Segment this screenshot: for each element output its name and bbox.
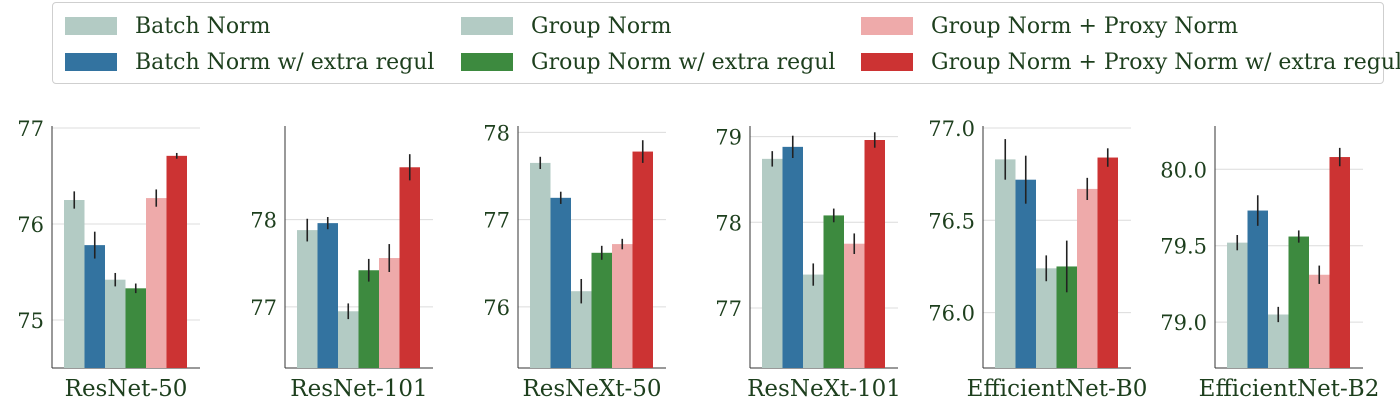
legend-swatch bbox=[461, 53, 513, 71]
legend-swatch bbox=[861, 17, 913, 35]
bar bbox=[1077, 188, 1098, 368]
legend-item-group-norm-proxy-norm-extra-regul: Group Norm + Proxy Norm w/ extra regul bbox=[861, 49, 1400, 75]
bar bbox=[166, 155, 187, 368]
x-axis-label: ResNeXt-101 bbox=[747, 376, 901, 402]
x-axis-label: ResNet-101 bbox=[290, 376, 427, 402]
legend: Batch Norm Batch Norm w/ extra regul Gro… bbox=[52, 2, 1400, 84]
bar bbox=[358, 270, 379, 368]
bar bbox=[1247, 210, 1268, 368]
bar bbox=[1097, 157, 1118, 368]
bar bbox=[64, 200, 85, 368]
x-axis-label: ResNet-50 bbox=[65, 376, 188, 402]
bar bbox=[1056, 266, 1077, 368]
bar bbox=[530, 162, 551, 368]
bar bbox=[803, 274, 824, 368]
legend-label: Group Norm + Proxy Norm bbox=[931, 13, 1239, 39]
legend-label: Group Norm w/ extra regul bbox=[531, 49, 836, 75]
y-tick-label: 76.5 bbox=[928, 209, 975, 233]
chart-panel: 79.0 79.5 80.0 EfficientNet-B2 bbox=[1160, 126, 1379, 402]
y-tick-label: 78 bbox=[715, 211, 742, 235]
legend-swatch bbox=[65, 53, 117, 71]
legend-label: Batch Norm bbox=[135, 13, 271, 39]
bar bbox=[550, 197, 571, 368]
bar bbox=[399, 167, 420, 368]
legend-item-group-norm-extra-regul: Group Norm w/ extra regul bbox=[461, 49, 835, 75]
legend-swatch bbox=[861, 53, 913, 71]
bar bbox=[1015, 179, 1036, 368]
bar bbox=[782, 146, 803, 368]
bar bbox=[146, 198, 167, 368]
chart-panel: 76.0 76.5 77.0 EfficientNet-B0 bbox=[928, 117, 1147, 402]
y-tick-label: 78 bbox=[250, 209, 277, 233]
legend-item-group-norm-proxy-norm: Group Norm + Proxy Norm bbox=[861, 13, 1238, 39]
legend-swatch bbox=[461, 17, 513, 35]
legend-label: Group Norm bbox=[531, 13, 672, 39]
bar bbox=[864, 140, 885, 368]
bar bbox=[297, 230, 318, 368]
y-tick-label: 78 bbox=[483, 121, 510, 145]
bar bbox=[823, 215, 844, 368]
bar bbox=[1288, 236, 1309, 368]
bar bbox=[338, 311, 359, 368]
bar bbox=[591, 252, 612, 368]
bar bbox=[762, 158, 783, 368]
y-tick-label: 76 bbox=[17, 213, 44, 237]
y-tick-label: 77.0 bbox=[928, 117, 975, 141]
y-tick-label: 80.0 bbox=[1160, 158, 1207, 182]
y-tick-label: 77 bbox=[17, 117, 44, 141]
chart-panel: 77 78 79 ResNeXt-101 bbox=[715, 126, 901, 402]
chart-panel: 75 76 77 ResNet-50 bbox=[17, 117, 200, 402]
legend-label: Group Norm + Proxy Norm w/ extra regul bbox=[931, 49, 1400, 75]
bar bbox=[125, 288, 146, 368]
x-axis-label: EfficientNet-B0 bbox=[967, 376, 1148, 402]
bar bbox=[1268, 314, 1289, 368]
y-tick-label: 79 bbox=[715, 126, 742, 150]
bar bbox=[1227, 242, 1248, 368]
bar bbox=[844, 243, 865, 368]
legend-swatch bbox=[65, 17, 117, 35]
bar bbox=[632, 151, 653, 368]
y-tick-label: 77 bbox=[715, 297, 742, 321]
legend-label: Batch Norm w/ extra regul bbox=[135, 49, 435, 75]
y-tick-label: 76 bbox=[483, 296, 510, 320]
y-tick-label: 79.0 bbox=[1160, 311, 1207, 335]
bar bbox=[1309, 274, 1330, 368]
chart-panel: 77 78 ResNet-101 bbox=[250, 126, 433, 402]
legend-item-batch-norm-extra-regul: Batch Norm w/ extra regul bbox=[65, 49, 434, 75]
y-tick-label: 76.0 bbox=[928, 302, 975, 326]
bar bbox=[1329, 157, 1350, 368]
bar bbox=[84, 245, 105, 368]
bar bbox=[1036, 268, 1057, 368]
x-axis-label: ResNeXt-50 bbox=[522, 376, 661, 402]
y-tick-label: 77 bbox=[483, 209, 510, 233]
bar bbox=[105, 279, 126, 368]
bar bbox=[379, 258, 400, 368]
y-tick-label: 79.5 bbox=[1160, 235, 1207, 259]
chart-panel: 76 77 78 ResNeXt-50 bbox=[483, 121, 666, 402]
bar bbox=[995, 159, 1016, 368]
bar bbox=[612, 244, 633, 368]
y-tick-label: 77 bbox=[250, 296, 277, 320]
x-axis-label: EfficientNet-B2 bbox=[1199, 376, 1380, 402]
legend-item-batch-norm: Batch Norm bbox=[65, 13, 270, 39]
legend-item-group-norm: Group Norm bbox=[461, 13, 671, 39]
bar bbox=[571, 291, 592, 368]
y-tick-label: 75 bbox=[17, 309, 44, 333]
bar bbox=[317, 223, 338, 368]
